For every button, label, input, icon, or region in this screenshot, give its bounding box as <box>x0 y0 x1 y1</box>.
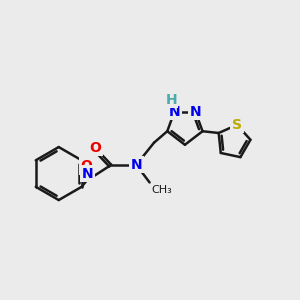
Text: N: N <box>130 158 142 172</box>
Text: N: N <box>82 167 93 181</box>
Text: N: N <box>190 105 201 118</box>
Text: H: H <box>166 93 177 107</box>
Text: N: N <box>169 105 180 118</box>
Text: CH₃: CH₃ <box>151 185 172 195</box>
Text: S: S <box>232 118 242 132</box>
Text: O: O <box>80 159 92 173</box>
Text: O: O <box>89 141 101 155</box>
